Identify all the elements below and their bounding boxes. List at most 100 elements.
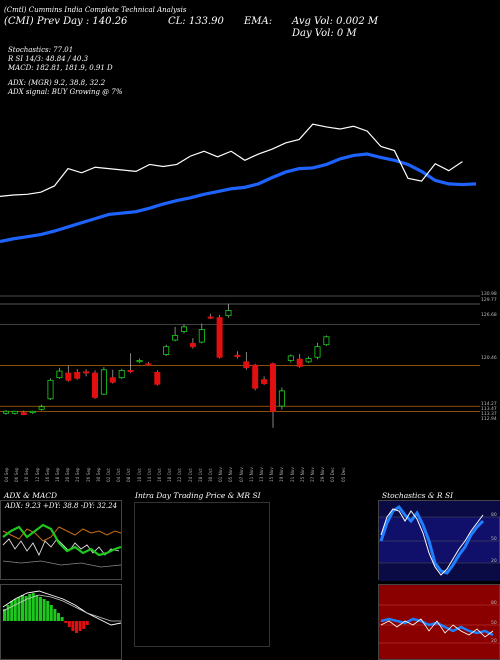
candle-body [154, 371, 161, 385]
macd-bar [39, 597, 42, 621]
date-label: 19 Nov [279, 467, 285, 482]
macd-line [2, 590, 122, 626]
date-label: 18 Oct [167, 468, 173, 482]
stoch-level: 80 [491, 513, 497, 518]
macd-bar [64, 621, 68, 623]
stoch-level: 20 [491, 559, 497, 564]
macd-bar [6, 605, 10, 621]
date-label: 01 Nov [218, 467, 224, 482]
macd-bar [75, 621, 78, 633]
adx-orange-line [2, 526, 122, 542]
macd-bar [3, 609, 6, 621]
rsi-lines [379, 604, 500, 644]
stoch-panel-title: Stochastics & R SI [382, 491, 454, 500]
level-label: 126.68 [481, 313, 497, 318]
rsi-level: 50 [491, 621, 497, 626]
candle-body [180, 326, 187, 332]
macd-bar [10, 601, 14, 621]
macd-bar [78, 621, 82, 631]
level-label: 114.27 [481, 402, 497, 407]
date-label: 02 Oct [106, 468, 111, 482]
prev-day-label: (CMI) Prev Day : 140.26 [4, 16, 128, 27]
date-label: 12 Sep [34, 467, 40, 482]
date-label: 05 Dec [340, 467, 346, 482]
date-label: 15 Nov [269, 467, 275, 482]
candle-body [269, 363, 276, 412]
macd-bar [49, 605, 53, 621]
date-label: 27 Nov [310, 467, 315, 482]
adx-panel-title: ADX & MACD [4, 491, 58, 500]
level-label: 130.98 [481, 292, 497, 297]
candle-body [38, 406, 45, 410]
macd-bar [71, 621, 75, 631]
date-label: 20 Sep [65, 467, 71, 482]
adx-values: ADX: 9.23 +DY: 38.8 -DY: 32.24 [5, 502, 118, 510]
date-label: 06 Sep [14, 467, 20, 482]
candle-body [20, 412, 27, 416]
level-label: 113.47 [481, 407, 497, 412]
stochastics-label: Stochastics: 77.01 [8, 46, 74, 54]
date-label: 28 Oct [197, 468, 203, 482]
candle-body [314, 346, 321, 358]
macd-signal-line [2, 594, 121, 622]
candle-body [207, 316, 214, 319]
date-label: 10 Oct [136, 468, 142, 482]
candle-body [198, 329, 205, 343]
date-label: 04 Sep [4, 467, 9, 482]
date-label: 30 Oct [208, 468, 213, 482]
candle-body [56, 370, 63, 379]
candle-body [172, 335, 179, 341]
date-label: 16 Oct [157, 468, 162, 482]
date-label: 16 Sep [44, 467, 50, 482]
date-label: 07 Nov [238, 467, 244, 482]
macd-bar [46, 601, 50, 621]
level-label: 120.46 [481, 356, 497, 361]
macd-bar [31, 593, 35, 621]
candle-body [47, 379, 54, 400]
date-label: 05 Nov [228, 467, 234, 482]
candle-body [136, 360, 143, 363]
symbol-line: (Cmtl) Cummins India Complete Technical … [4, 6, 187, 14]
macd-bar [42, 599, 46, 621]
date-label: 13 Nov [259, 467, 264, 482]
candle-body [74, 371, 81, 379]
ema-label: EMA: [244, 16, 273, 27]
candle-body [163, 346, 170, 355]
rsi-level: 80 [491, 601, 497, 606]
rsi-panel: 80 50 20 [378, 584, 500, 660]
candle-body [323, 336, 330, 346]
stoch-blue-line [379, 504, 485, 575]
macd-bar [13, 599, 17, 621]
candle-body [261, 379, 268, 385]
candle-body [65, 372, 72, 381]
candle-body [234, 354, 241, 357]
candle-body [3, 410, 9, 414]
stoch-panel: 80 50 20 [378, 500, 500, 581]
level-label: 113.37 [481, 412, 497, 417]
macd-bar [57, 613, 60, 621]
level-label: 112.94 [481, 417, 497, 422]
date-label: 21 Nov [289, 467, 295, 482]
candle-body [305, 358, 312, 363]
intraday-panel-title: Intra Day Trading Price & MR SI [135, 491, 261, 500]
date-label: 24 Oct [187, 468, 193, 482]
price-line [0, 123, 463, 197]
candle-body [216, 317, 223, 358]
date-label: 08 Oct [126, 468, 132, 482]
adx-lines [2, 523, 122, 568]
candle-body [83, 371, 90, 374]
candle-body [145, 363, 152, 366]
date-label: 30 Sep [95, 467, 101, 482]
macd-panel [0, 584, 122, 660]
close-label: CL: 133.90 [168, 16, 224, 27]
macd-bar [35, 595, 39, 621]
candle-body [118, 370, 125, 379]
candle-body [287, 355, 294, 361]
stoch-white-line [380, 508, 484, 576]
stoch-lines [379, 501, 500, 581]
avg-vol-label: Avg Vol: 0.002 M [292, 16, 379, 27]
macd-bar [17, 597, 21, 621]
macd-histogram [2, 590, 122, 633]
level-label: 129.77 [481, 298, 497, 303]
day-vol-label: Day Vol: 0 M [292, 28, 357, 39]
